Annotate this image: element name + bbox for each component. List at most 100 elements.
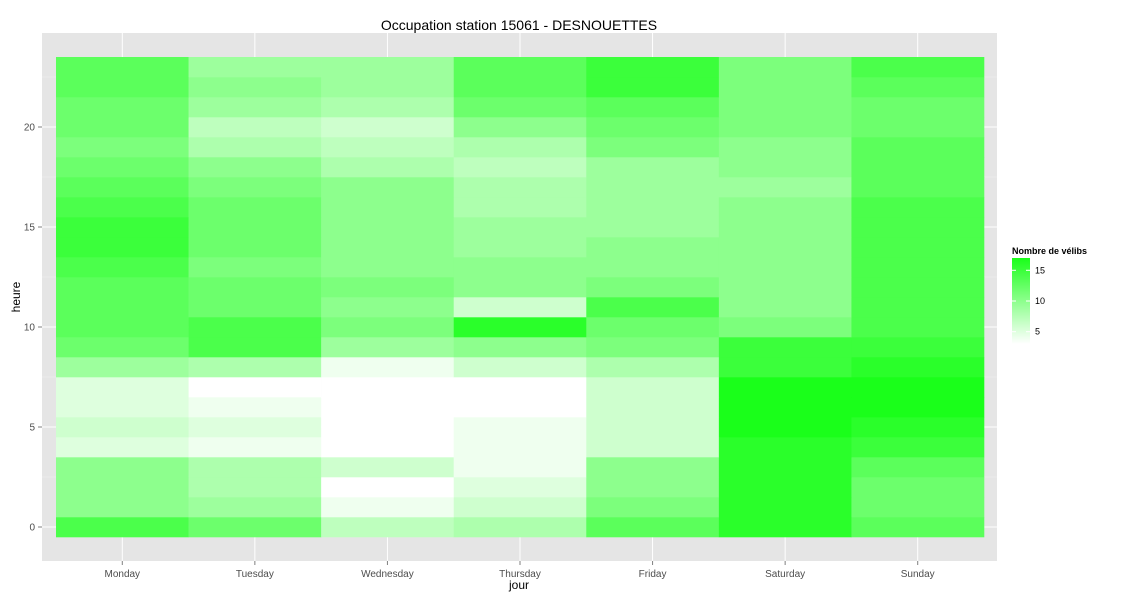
heatmap-tile bbox=[453, 257, 587, 278]
x-tick-label: Monday bbox=[104, 569, 140, 580]
heatmap-tile bbox=[321, 517, 455, 538]
legend-ticks: 5 10 15 bbox=[1012, 265, 1045, 337]
heatmap-tile bbox=[56, 397, 189, 418]
heatmap-tile bbox=[718, 397, 852, 418]
heatmap-tile bbox=[321, 237, 455, 258]
y-axis-title: heure bbox=[9, 281, 23, 312]
heatmap-tile bbox=[188, 237, 322, 258]
heatmap-tile bbox=[851, 177, 985, 198]
x-tick-label: Sunday bbox=[901, 569, 935, 580]
heatmap-tile bbox=[586, 477, 720, 498]
heatmap-tile bbox=[453, 217, 587, 238]
heatmap-tile bbox=[453, 497, 587, 518]
heatmap-tile bbox=[188, 77, 322, 98]
x-tick-label: Friday bbox=[639, 569, 667, 580]
heatmap-tile bbox=[321, 257, 455, 278]
heatmap-tile bbox=[718, 437, 852, 458]
heatmap-tile bbox=[586, 197, 720, 218]
heatmap-tile bbox=[56, 277, 189, 298]
heatmap-tile bbox=[56, 377, 189, 398]
heatmap-tile bbox=[453, 117, 587, 138]
heatmap-tile bbox=[188, 217, 322, 238]
legend-title: Nombre de vélibs bbox=[1012, 246, 1087, 256]
x-axis-ticks: Monday Tuesday Wednesday Thursday Friday Satu… bbox=[104, 561, 935, 580]
heatmap-tile bbox=[56, 317, 189, 338]
heatmap-tile bbox=[321, 57, 455, 78]
heatmap-tile bbox=[586, 97, 720, 118]
heatmap-tile bbox=[321, 97, 455, 118]
heatmap-tile bbox=[56, 497, 189, 518]
heatmap-tile bbox=[718, 197, 852, 218]
heatmap-tile bbox=[851, 517, 985, 538]
heatmap-tile bbox=[586, 237, 720, 258]
heatmap-tile bbox=[586, 157, 720, 178]
x-tick-label: Wednesday bbox=[361, 569, 414, 580]
heatmap-tile bbox=[586, 297, 720, 318]
heatmap-tile bbox=[321, 397, 455, 418]
heatmap-tile bbox=[453, 77, 587, 98]
heatmap-tile bbox=[851, 317, 985, 338]
x-tick-label: Thursday bbox=[499, 569, 541, 580]
heatmap-tile bbox=[453, 457, 587, 478]
heatmap-tile bbox=[188, 197, 322, 218]
heatmap-tile bbox=[453, 97, 587, 118]
heatmap-tile bbox=[851, 197, 985, 218]
legend-tick-label: 15 bbox=[1035, 265, 1045, 275]
heatmap-tile bbox=[188, 137, 322, 158]
heatmap-tile bbox=[718, 137, 852, 158]
heatmap-tile bbox=[718, 157, 852, 178]
heatmap-tile bbox=[188, 297, 322, 318]
heatmap-tile bbox=[718, 277, 852, 298]
x-tick-label: Saturday bbox=[765, 569, 805, 580]
heatmap-tile bbox=[56, 177, 189, 198]
heatmap-tile bbox=[586, 117, 720, 138]
heatmap-tile bbox=[851, 477, 985, 498]
heatmap-tile bbox=[453, 177, 587, 198]
heatmap-tile bbox=[718, 517, 852, 538]
heatmap-tile bbox=[453, 437, 587, 458]
heatmap-tile bbox=[321, 477, 455, 498]
heatmap-tile bbox=[321, 277, 455, 298]
heatmap-tile bbox=[851, 457, 985, 478]
heatmap-tile bbox=[321, 357, 455, 378]
heatmap-tile bbox=[188, 417, 322, 438]
y-tick-label: 10 bbox=[24, 323, 36, 334]
heatmap-tile bbox=[586, 457, 720, 478]
heatmap-tile bbox=[56, 97, 189, 118]
heatmap-tile bbox=[188, 497, 322, 518]
heatmap-tile bbox=[718, 497, 852, 518]
y-tick-label: 5 bbox=[29, 423, 35, 434]
heatmap-tile bbox=[321, 317, 455, 338]
heatmap-tile bbox=[453, 57, 587, 78]
heatmap-tile bbox=[851, 377, 985, 398]
heatmap-tile bbox=[56, 437, 189, 458]
heatmap-tile bbox=[453, 477, 587, 498]
heatmap-tile bbox=[453, 197, 587, 218]
heatmap-tile bbox=[321, 177, 455, 198]
heatmap-tile bbox=[56, 337, 189, 358]
heatmap-tile bbox=[321, 117, 455, 138]
heatmap-tile bbox=[718, 57, 852, 78]
x-tick-label: Tuesday bbox=[236, 569, 274, 580]
y-tick-label: 15 bbox=[24, 223, 36, 234]
heatmap-tile bbox=[56, 477, 189, 498]
y-tick-label: 0 bbox=[29, 523, 35, 534]
heatmap-tile bbox=[56, 77, 189, 98]
heatmap-tile bbox=[453, 297, 587, 318]
heatmap-tile bbox=[851, 257, 985, 278]
heatmap-tile bbox=[851, 357, 985, 378]
heatmap-tile bbox=[718, 97, 852, 118]
heatmap-tile bbox=[851, 417, 985, 438]
heatmap-tile bbox=[188, 477, 322, 498]
heatmap-tile bbox=[188, 177, 322, 198]
heatmap-tile bbox=[851, 97, 985, 118]
heatmap-tile bbox=[321, 137, 455, 158]
heatmap-tile bbox=[56, 217, 189, 238]
heatmap-tile bbox=[188, 117, 322, 138]
chart-title: Occupation station 15061 - DESNOUETTES bbox=[381, 17, 657, 33]
heatmap-tile bbox=[56, 197, 189, 218]
heatmap-tile bbox=[321, 437, 455, 458]
y-axis-ticks: 0 5 10 15 20 bbox=[24, 123, 42, 534]
heatmap-tile bbox=[56, 457, 189, 478]
